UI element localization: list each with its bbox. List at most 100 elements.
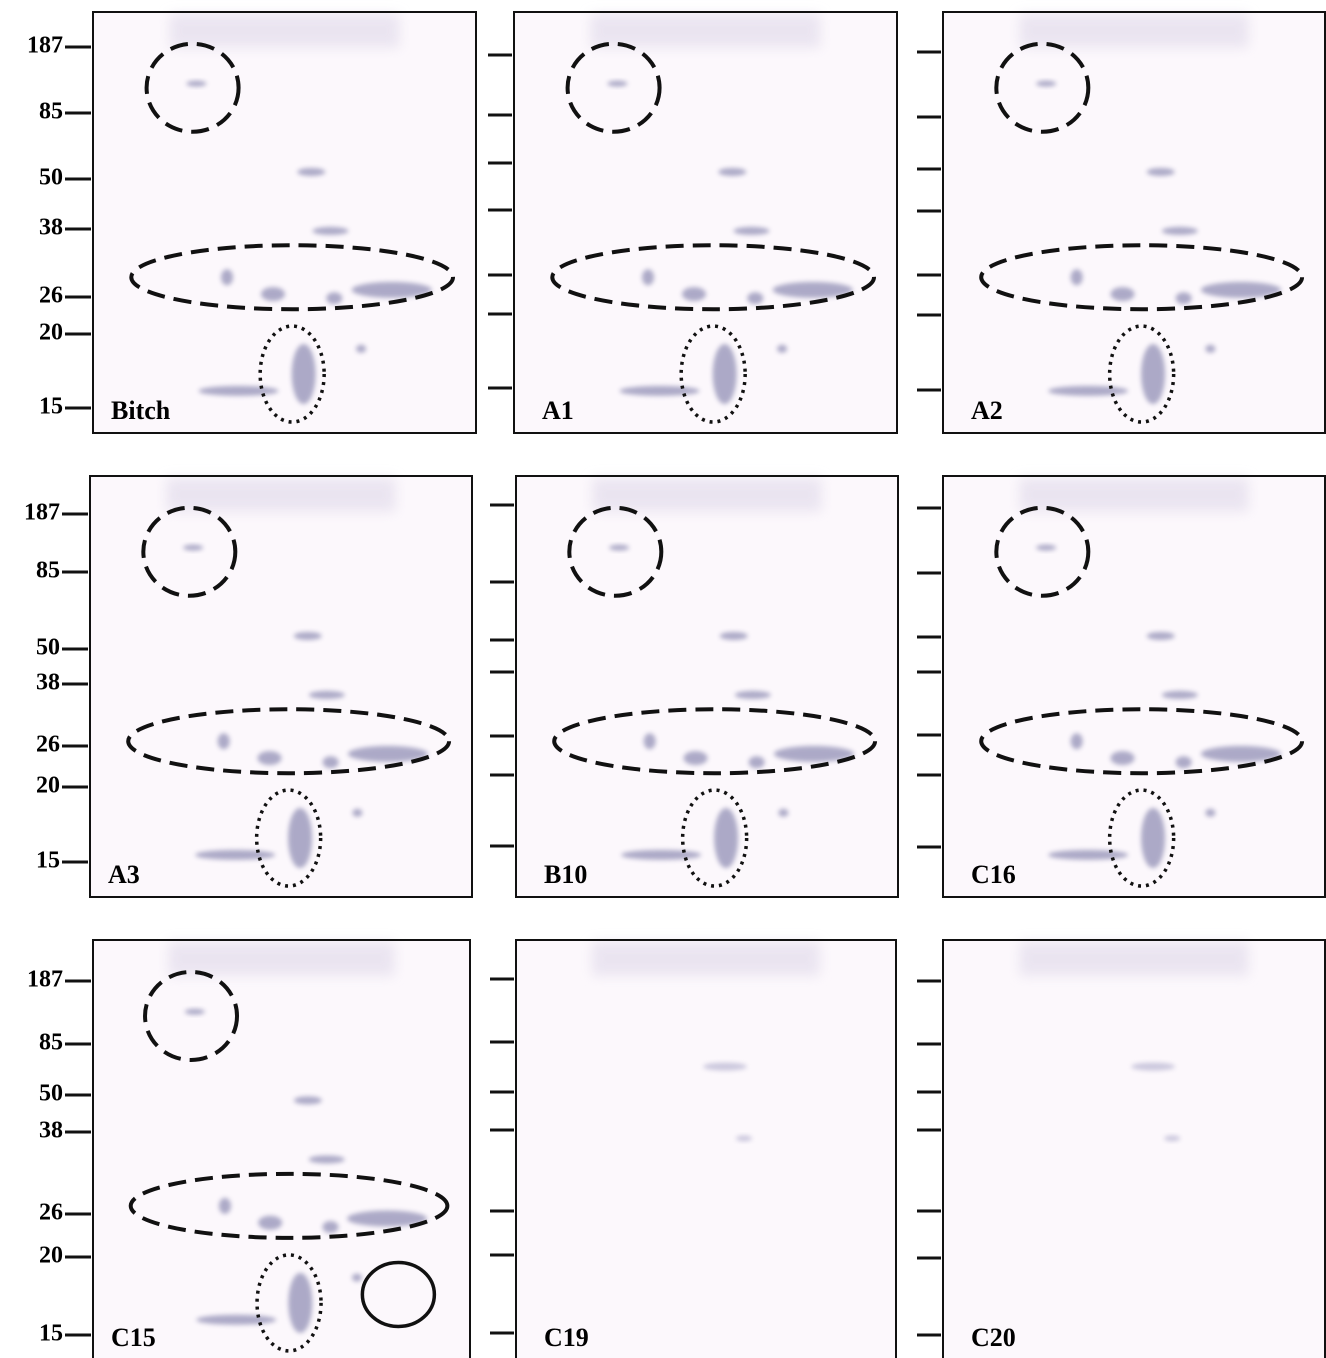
gel-panel: 187 85 50 38 26 20 15 C15 xyxy=(27,939,471,1358)
dotted-ellipse xyxy=(254,788,323,888)
protein-spot xyxy=(218,1197,231,1214)
dotted-ellipse xyxy=(680,788,749,888)
gel-background xyxy=(514,12,897,433)
dashed-ellipse xyxy=(550,243,877,312)
protein-spot xyxy=(347,745,428,762)
protein-spot xyxy=(703,1062,747,1071)
gel-background xyxy=(943,12,1325,433)
protein-spot xyxy=(1048,849,1129,860)
marker-label: 38 xyxy=(36,670,60,696)
panel-label: Bitch xyxy=(111,396,171,425)
protein-spot xyxy=(288,808,313,869)
gel-panel: 187 85 50 38 26 20 15 A3 xyxy=(24,475,473,898)
dashed-ellipse xyxy=(126,707,452,776)
protein-spot xyxy=(297,167,326,176)
panel-label: A2 xyxy=(971,396,1003,425)
dashed-ellipse xyxy=(552,707,878,776)
protein-spot xyxy=(1200,281,1281,298)
gel-smear xyxy=(592,942,820,976)
protein-spot xyxy=(1110,751,1135,766)
dotted-ellipse xyxy=(679,324,747,424)
protein-spot xyxy=(714,808,739,869)
protein-spot xyxy=(288,1272,313,1333)
marker-label: 15 xyxy=(39,1321,63,1347)
gel-background xyxy=(943,940,1325,1358)
marker-label: 15 xyxy=(39,394,63,420)
protein-spot xyxy=(356,344,367,353)
gel-panel: A1 xyxy=(488,11,898,434)
protein-spot xyxy=(718,167,747,176)
gel-smear xyxy=(1019,14,1249,48)
gel-panel: C20 xyxy=(917,939,1326,1358)
protein-spot xyxy=(195,849,276,860)
marker-label: 187 xyxy=(24,500,60,526)
protein-spot xyxy=(308,1155,345,1164)
protein-spot xyxy=(257,751,282,766)
protein-spot xyxy=(1036,544,1057,551)
marker-label: 20 xyxy=(36,773,60,799)
protein-spot xyxy=(643,733,656,750)
gel-smear xyxy=(166,478,396,512)
marker-label: 50 xyxy=(39,1081,63,1107)
dashed-circle xyxy=(565,41,662,134)
protein-spot xyxy=(261,287,286,302)
protein-spot xyxy=(1205,808,1216,817)
protein-spot xyxy=(734,690,771,699)
protein-spot xyxy=(747,292,764,305)
protein-spot xyxy=(1161,226,1198,235)
dashed-ellipse xyxy=(128,1171,450,1240)
marker-label: 26 xyxy=(36,732,60,758)
dotted-ellipse xyxy=(255,1253,323,1353)
gel-background xyxy=(93,940,470,1358)
dashed-circle xyxy=(143,969,240,1062)
protein-spot xyxy=(1141,808,1166,869)
dashed-circle xyxy=(567,505,664,598)
protein-spot xyxy=(1175,292,1192,305)
panel-label: A1 xyxy=(542,396,574,425)
gel-smear xyxy=(1019,942,1249,976)
protein-spot xyxy=(198,385,279,396)
panel-label: B10 xyxy=(544,860,587,889)
marker-label: 20 xyxy=(39,320,63,346)
protein-spot xyxy=(293,631,322,640)
protein-spot xyxy=(712,344,737,405)
gel-background xyxy=(90,476,472,897)
marker-label: 50 xyxy=(36,635,60,661)
gel-background xyxy=(943,476,1325,897)
protein-spot xyxy=(733,226,770,235)
gel-panel: C16 xyxy=(917,475,1326,898)
protein-spot xyxy=(1200,745,1281,762)
protein-spot xyxy=(322,1220,339,1233)
protein-spot xyxy=(196,1314,277,1325)
protein-spot xyxy=(347,1210,428,1227)
protein-spot xyxy=(326,292,343,305)
dashed-ellipse xyxy=(129,243,456,312)
protein-spot xyxy=(778,808,789,817)
panel-frame xyxy=(942,939,1326,1358)
protein-spot xyxy=(352,808,363,817)
solid-circle xyxy=(360,1260,437,1329)
marker-label: 85 xyxy=(39,1030,63,1056)
protein-spot xyxy=(1146,631,1175,640)
protein-spot xyxy=(1205,344,1216,353)
marker-label: 38 xyxy=(39,215,63,241)
panel-frame xyxy=(515,939,897,1358)
protein-spot xyxy=(221,269,234,286)
protein-spot xyxy=(1175,756,1192,769)
protein-spot xyxy=(682,287,707,302)
dashed-circle xyxy=(994,41,1091,134)
marker-label: 20 xyxy=(39,1243,63,1269)
protein-spot xyxy=(1048,385,1129,396)
protein-spot xyxy=(1161,690,1198,699)
dashed-ellipse xyxy=(979,243,1305,312)
protein-spot xyxy=(642,269,655,286)
panel-label: C16 xyxy=(971,860,1016,889)
protein-spot xyxy=(291,344,316,405)
protein-spot xyxy=(1131,1062,1176,1071)
dashed-circle xyxy=(141,505,238,598)
panel-frame xyxy=(92,939,471,1358)
protein-spot xyxy=(184,1008,205,1015)
panel-frame xyxy=(513,11,898,434)
protein-spot xyxy=(258,1215,283,1230)
protein-spot xyxy=(217,733,230,750)
